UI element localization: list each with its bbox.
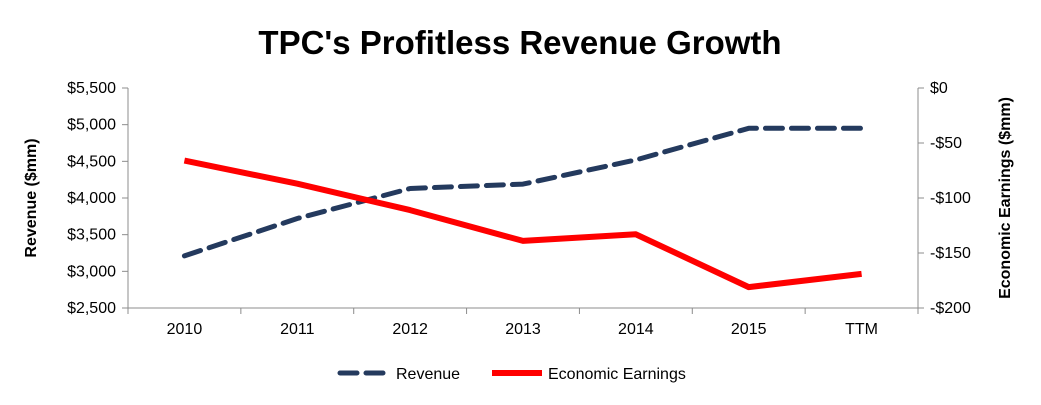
left-y-tick-label: $3,500 <box>67 227 116 244</box>
left-y-tick-label: $3,000 <box>67 263 116 280</box>
left-y-tick-label: $5,000 <box>67 117 116 134</box>
legend-economic-earnings-label: Economic Earnings <box>548 366 686 383</box>
x-tick-label: 2013 <box>505 321 541 338</box>
left-y-tick-label: $4,500 <box>67 153 116 170</box>
legend-revenue-label: Revenue <box>396 366 460 383</box>
x-tick-label: 2015 <box>731 321 767 338</box>
right-y-tick-label: $0 <box>930 80 948 97</box>
left-y-tick-label: $2,500 <box>67 300 116 317</box>
x-tick-label: TTM <box>845 321 878 338</box>
x-tick-label: 2011 <box>280 321 315 338</box>
left-y-tick-label: $5,500 <box>67 80 116 97</box>
left-y-axis-ticks: $2,500 $3,000 $3,500 $4,000 $4,500 $5,000 $5,5… <box>67 80 128 317</box>
revenue-series-line <box>181 125 865 259</box>
legend: Revenue Economic Earnings <box>337 366 686 383</box>
x-tick-label: 2010 <box>167 321 203 338</box>
right-y-tick-label: -$200 <box>930 300 971 317</box>
economic-earnings-series-line <box>183 157 862 291</box>
left-y-tick-label: $4,000 <box>67 190 116 207</box>
series-layer <box>181 125 865 291</box>
x-tick-label: 2014 <box>618 321 654 338</box>
right-y-axis-label: Economic Earnings ($mm) <box>997 97 1014 299</box>
right-y-axis-ticks: -$200 -$150 -$100 -$50 $0 <box>918 80 971 317</box>
x-tick-label: 2012 <box>392 321 428 338</box>
right-y-tick-label: -$150 <box>930 245 971 262</box>
right-y-tick-label: -$50 <box>930 135 962 152</box>
chart-title: TPC's Profitless Revenue Growth <box>258 24 781 61</box>
left-y-axis-label: Revenue ($mm) <box>23 138 40 257</box>
x-axis-ticks: 2010 2011 2012 2013 2014 2015 TTM <box>127 308 919 338</box>
right-y-tick-label: -$100 <box>930 190 971 207</box>
